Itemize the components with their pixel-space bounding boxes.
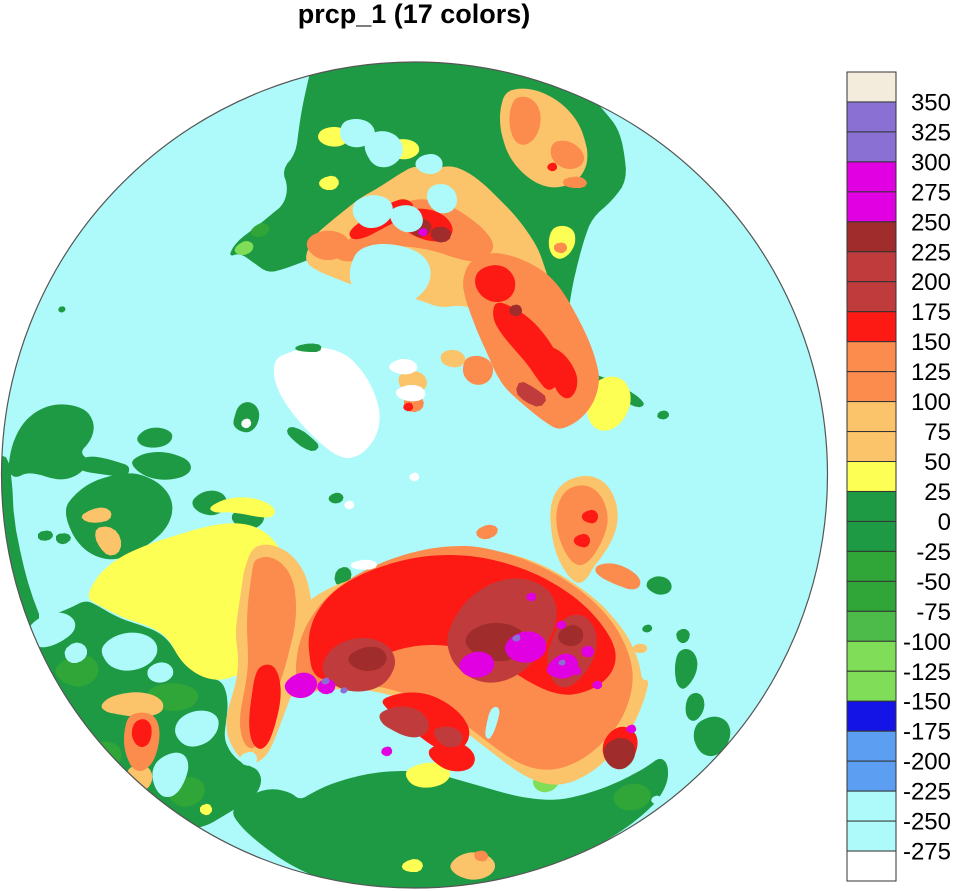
svg-text:250: 250 [911, 209, 951, 236]
svg-text:300: 300 [911, 149, 951, 176]
svg-text:-50: -50 [916, 569, 951, 596]
svg-text:75: 75 [924, 419, 951, 446]
svg-text:325: 325 [911, 119, 951, 146]
svg-text:-225: -225 [903, 779, 951, 806]
svg-text:-125: -125 [903, 659, 951, 686]
svg-text:-175: -175 [903, 719, 951, 746]
svg-text:350: 350 [911, 90, 951, 117]
svg-text:-25: -25 [916, 539, 951, 566]
svg-text:-75: -75 [916, 599, 951, 626]
svg-text:175: 175 [911, 299, 951, 326]
svg-text:275: 275 [911, 179, 951, 206]
svg-text:-250: -250 [903, 809, 951, 836]
svg-text:-200: -200 [903, 749, 951, 776]
svg-text:prcp_1 (17 colors): prcp_1 (17 colors) [298, 0, 531, 29]
svg-text:50: 50 [924, 449, 951, 476]
svg-text:-150: -150 [903, 689, 951, 716]
svg-text:-100: -100 [903, 629, 951, 656]
svg-text:150: 150 [911, 329, 951, 356]
svg-text:0: 0 [938, 509, 951, 536]
svg-text:25: 25 [924, 479, 951, 506]
svg-text:225: 225 [911, 239, 951, 266]
svg-text:100: 100 [911, 389, 951, 416]
svg-text:-275: -275 [903, 839, 951, 866]
svg-text:200: 200 [911, 269, 951, 296]
svg-text:125: 125 [911, 359, 951, 386]
